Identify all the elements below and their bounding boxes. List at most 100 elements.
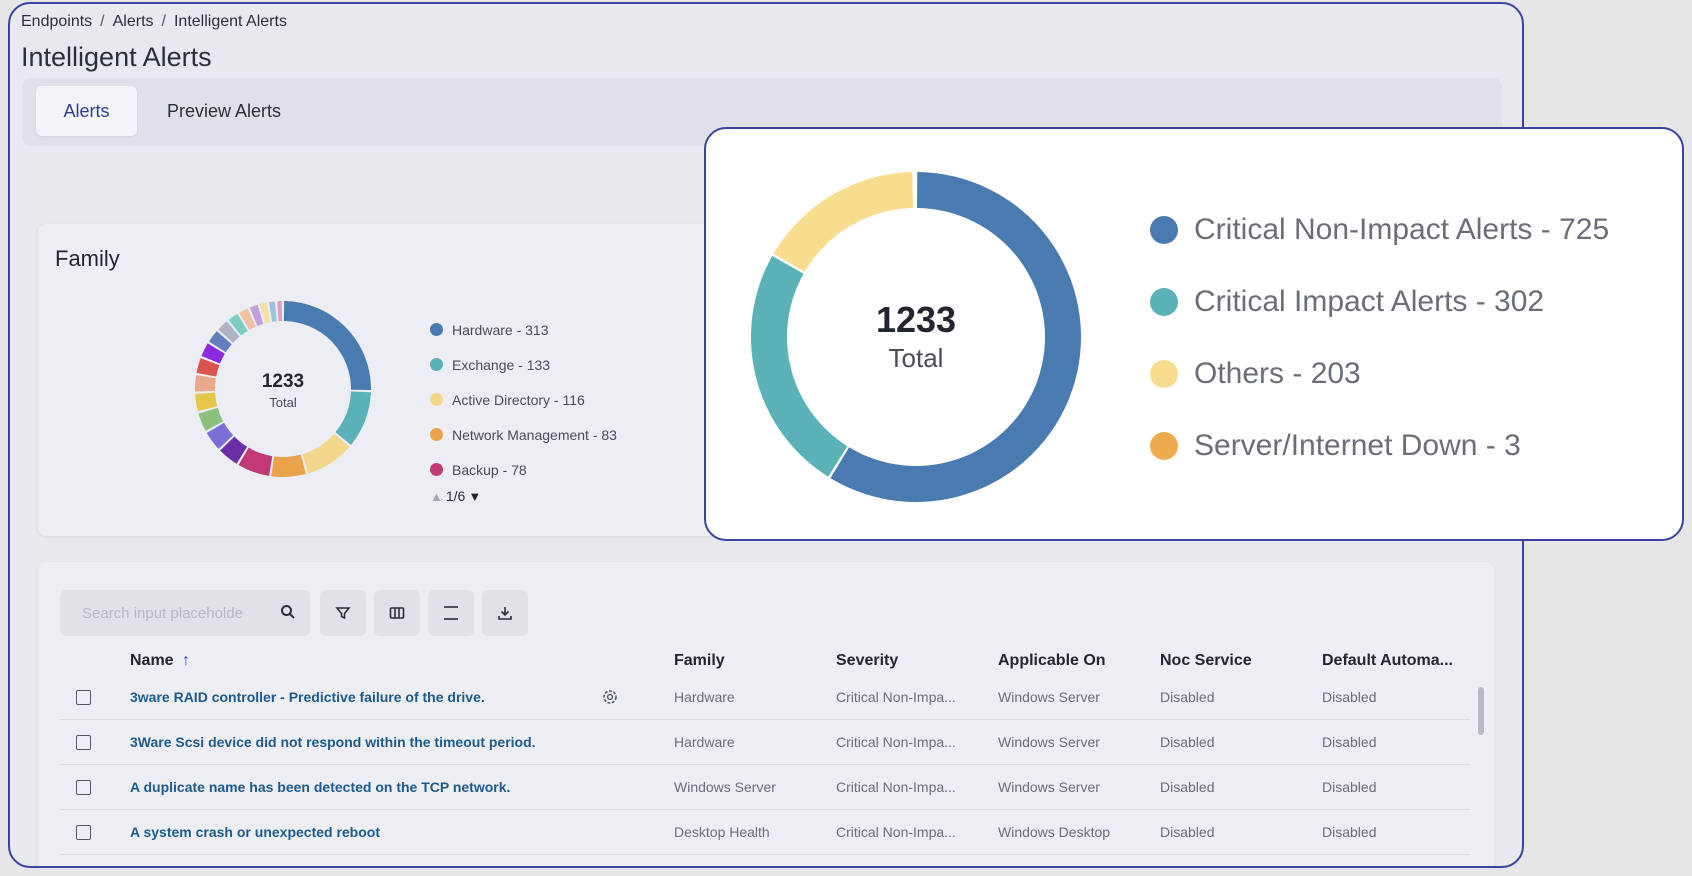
cell-family: Windows Server (674, 779, 776, 795)
severity-legend-item[interactable]: Critical Impact Alerts - 302 (1150, 266, 1609, 338)
severity-legend-item[interactable]: Others - 203 (1150, 338, 1609, 410)
severity-slice[interactable] (830, 172, 1081, 502)
cell-noc: Disabled (1160, 779, 1215, 795)
cell-automation: Disabled (1322, 824, 1377, 840)
columns-button[interactable] (374, 590, 420, 636)
legend-label: Hardware - 313 (452, 321, 549, 338)
pager-down-icon[interactable]: ▼ (468, 488, 482, 504)
table-row[interactable]: 3Ware Scsi device did not respond within… (60, 720, 1470, 765)
family-slice[interactable] (239, 308, 256, 330)
pager-up-icon[interactable]: ▲ (430, 488, 443, 504)
table-row[interactable]: 3ware RAID controller - Predictive failu… (60, 675, 1470, 720)
row-checkbox[interactable] (76, 735, 91, 750)
family-slice[interactable] (238, 447, 273, 476)
search-input[interactable] (60, 590, 270, 636)
family-slice[interactable] (335, 391, 371, 445)
legend-label: Exchange - 133 (452, 356, 551, 373)
severity-total-label: Total (888, 343, 944, 373)
legend-swatch (1150, 216, 1178, 244)
severity-slice[interactable] (751, 255, 848, 477)
row-checkbox[interactable] (76, 690, 91, 705)
alert-name-link[interactable]: A duplicate name has been detected on th… (130, 779, 511, 795)
column-header-default-automation[interactable]: Default Automa... (1322, 652, 1453, 669)
severity-total-value: 1233 (875, 299, 957, 340)
row-checkbox[interactable] (76, 780, 91, 795)
severity-slice[interactable] (773, 172, 914, 272)
tab-alerts[interactable]: Alerts (36, 86, 137, 136)
column-header-applicable-on[interactable]: Applicable On (998, 652, 1106, 669)
table-row[interactable]: A system crash or unexpected reboot Deskt… (60, 810, 1470, 855)
column-header-noc-service[interactable]: Noc Service (1160, 652, 1252, 669)
family-legend-item[interactable]: Hardware - 313 (430, 312, 617, 347)
column-header-severity[interactable]: Severity (836, 652, 899, 669)
family-slice[interactable] (195, 392, 218, 412)
density-icon (444, 606, 458, 620)
legend-swatch (430, 428, 443, 441)
pager-label: 1/6 (445, 488, 466, 504)
cell-severity: Critical Non-Impa... (836, 689, 956, 705)
column-header-family[interactable]: Family (674, 652, 725, 669)
family-legend-item[interactable]: Active Directory - 116 (430, 382, 617, 417)
family-total-value: 1233 (261, 371, 305, 392)
legend-swatch (430, 393, 443, 406)
legend-swatch (1150, 360, 1178, 388)
family-total-label: Total (269, 395, 297, 410)
severity-legend-item[interactable]: Critical Non-Impact Alerts - 725 (1150, 194, 1609, 266)
cell-noc: Disabled (1160, 734, 1215, 750)
severity-legend-item[interactable]: Server/Internet Down - 3 (1150, 410, 1609, 482)
family-legend: Hardware - 313 Exchange - 133 Active Direc… (430, 312, 617, 487)
table-row[interactable]: A duplicate name has been detected on th… (60, 765, 1470, 810)
legend-label: Network Management - 83 (452, 426, 617, 443)
filter-button[interactable] (320, 590, 366, 636)
family-slice[interactable] (277, 301, 283, 322)
family-slice[interactable] (208, 331, 232, 353)
family-slice[interactable] (198, 407, 224, 431)
row-checkbox[interactable] (76, 825, 91, 840)
column-header-name[interactable]: Name ↑ (130, 652, 190, 670)
alert-name-link[interactable]: 3ware RAID controller - Predictive failu… (130, 689, 485, 705)
family-slice[interactable] (259, 302, 271, 324)
cell-severity: Critical Non-Impa... (836, 734, 956, 750)
family-donut-center: 1233 Total (193, 299, 373, 479)
tab-preview-alerts[interactable]: Preview Alerts (167, 101, 282, 121)
family-slice[interactable] (218, 321, 240, 343)
family-slice[interactable] (249, 304, 264, 327)
breadcrumb-current: Intelligent Alerts (173, 13, 287, 30)
cell-noc: Disabled (1160, 689, 1215, 705)
legend-swatch (430, 323, 443, 336)
download-button[interactable] (482, 590, 528, 636)
alert-name-link[interactable]: 3Ware Scsi device did not respond within… (130, 734, 536, 750)
legend-label: Backup - 78 (452, 461, 527, 478)
sort-ascending-icon[interactable]: ↑ (182, 652, 191, 669)
family-legend-item[interactable]: Network Management - 83 (430, 417, 617, 452)
family-slice[interactable] (196, 358, 220, 377)
family-legend-item[interactable]: Backup - 78 (430, 452, 617, 487)
cell-automation: Disabled (1322, 779, 1377, 795)
alert-name-link[interactable]: A system crash or unexpected reboot (130, 824, 381, 840)
family-slice[interactable] (271, 454, 307, 477)
family-slice[interactable] (268, 301, 277, 322)
automation-gear-icon[interactable] (600, 687, 620, 710)
table-scrollbar[interactable] (1478, 687, 1484, 735)
cell-noc: Disabled (1160, 824, 1215, 840)
cell-applicable: Windows Desktop (998, 824, 1111, 840)
search-icon[interactable] (280, 604, 296, 625)
family-slice[interactable] (206, 422, 234, 449)
family-slice[interactable] (228, 313, 248, 336)
cell-family: Hardware (674, 734, 735, 750)
breadcrumb-separator: / (100, 13, 105, 30)
family-slice[interactable] (220, 436, 248, 464)
breadcrumb-alerts[interactable]: Alerts (112, 13, 154, 30)
family-slice[interactable] (201, 343, 225, 364)
density-button[interactable] (428, 590, 474, 636)
breadcrumb-endpoints[interactable]: Endpoints (21, 13, 93, 30)
family-legend-item[interactable]: Exchange - 133 (430, 347, 617, 382)
cell-family: Desktop Health (674, 824, 770, 840)
breadcrumb-separator: / (161, 13, 166, 30)
page-title: Intelligent Alerts (21, 42, 212, 72)
family-slice[interactable] (195, 375, 216, 392)
severity-donut-chart (751, 172, 1081, 502)
severity-legend: Critical Non-Impact Alerts - 725 Critical… (1150, 194, 1609, 482)
family-slice[interactable] (283, 301, 371, 390)
family-slice[interactable] (302, 433, 350, 474)
